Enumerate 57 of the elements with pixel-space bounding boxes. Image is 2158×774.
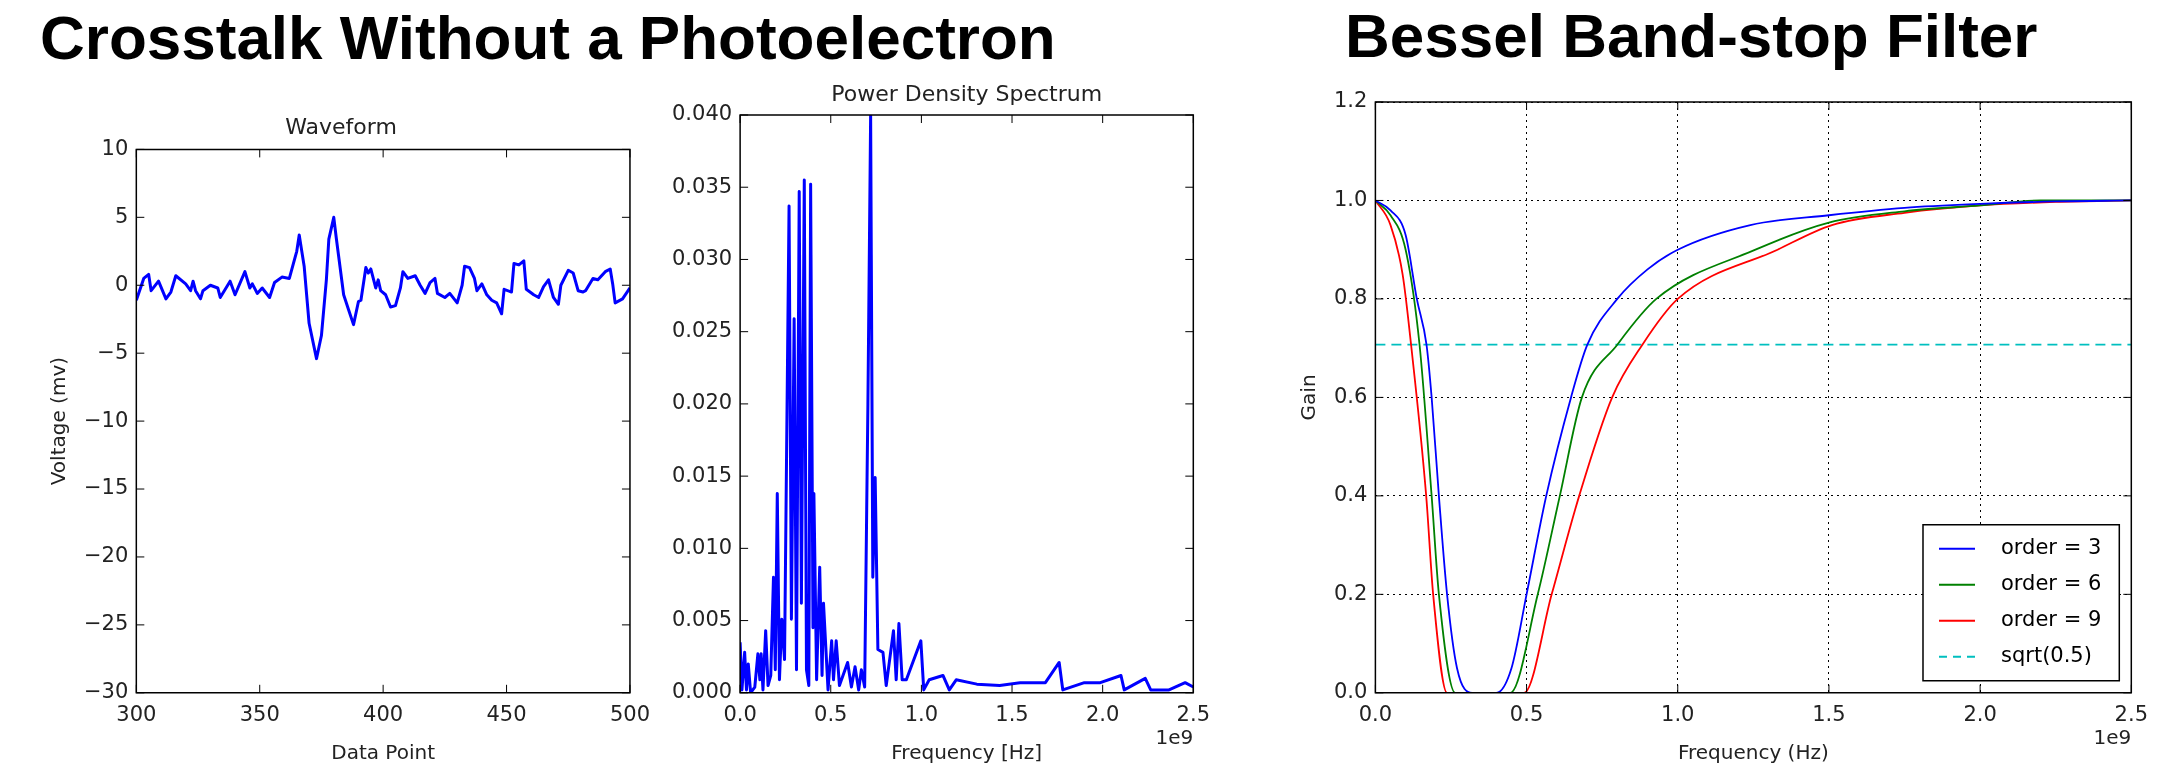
y-tick-label: 0.2	[1333, 580, 1368, 605]
x-tick-label: 2.5	[1176, 701, 1210, 726]
y-tick-label: 1.0	[1333, 186, 1368, 211]
x-tick-label: 0.5	[814, 701, 848, 726]
x-tick-label: 0.0	[723, 701, 757, 726]
y-tick-label: 10	[101, 135, 129, 160]
x-tick-label: 2.0	[1963, 701, 1997, 726]
y-tick-label: 5	[114, 203, 129, 228]
y-tick-label: 0.015	[671, 462, 733, 487]
y-tick-label: 0.005	[671, 607, 733, 632]
y-tick-label: −10	[83, 407, 129, 432]
y-tick-label: −15	[83, 475, 129, 500]
x-tick-label: 400	[363, 701, 404, 726]
y-tick-label: −5	[97, 339, 129, 364]
x-tick-label: 1.5	[1812, 701, 1846, 726]
y-tick-label: −25	[83, 611, 129, 636]
y-tick-label: −20	[83, 543, 129, 568]
text: 1e9	[1155, 725, 1194, 749]
x-tick-label: 300	[116, 701, 157, 726]
x-tick-label: 1.0	[1661, 701, 1695, 726]
x-tick-label: 2.5	[2114, 701, 2148, 726]
y-tick-label: 0.025	[671, 318, 733, 343]
y-axis-title: Voltage (mv)	[46, 356, 71, 486]
x-tick-label: 500	[609, 701, 651, 726]
x-tick-label: 0.0	[1358, 701, 1393, 726]
x-tick-label: 350	[239, 701, 280, 726]
x-tick-label: 0.5	[1509, 701, 1544, 726]
y-tick-label: 0.4	[1333, 482, 1368, 507]
y-tick-label: 0.030	[671, 245, 733, 270]
y-tick-label: 0.6	[1333, 383, 1368, 408]
text: 1e9	[2093, 725, 2132, 749]
chart-title: Power Density Spectrum	[830, 81, 1104, 106]
x-axis-title: Data Point	[331, 740, 436, 765]
y-tick-label: 0.010	[671, 534, 733, 559]
x-axis-title: Frequency [Hz]	[891, 740, 1043, 765]
x-tick-label: 450	[486, 701, 527, 726]
chart-title: Bessel Band-stop Filter	[1345, 0, 2038, 71]
legend-label: order = 6	[2001, 571, 2102, 596]
y-axis-title: Gain	[1296, 374, 1321, 421]
chart-title: Crosstalk Without a Photoelectron	[40, 2, 1056, 73]
y-tick-label: 0.035	[671, 173, 733, 198]
y-tick-label: 0.000	[671, 679, 733, 704]
legend-label: order = 9	[2001, 607, 2102, 632]
y-tick-label: 1.2	[1333, 88, 1368, 113]
x-tick-label: 2.0	[1085, 701, 1120, 726]
y-tick-label: 0.8	[1333, 285, 1368, 310]
legend-label: order = 3	[2001, 535, 2102, 560]
y-tick-label: 0.040	[671, 101, 733, 126]
chart-subtitle: Waveform	[285, 113, 397, 139]
x-axis-title: Frequency (Hz)	[1677, 740, 1829, 765]
y-tick-label: 0.020	[671, 390, 733, 415]
y-tick-label: 0	[114, 271, 129, 296]
y-tick-label: 0.0	[1333, 679, 1368, 704]
x-tick-label: 1.0	[904, 701, 939, 726]
legend-label: sqrt(0.5)	[2001, 643, 2092, 668]
y-tick-label: −30	[83, 679, 129, 704]
x-tick-label: 1.5	[995, 701, 1029, 726]
